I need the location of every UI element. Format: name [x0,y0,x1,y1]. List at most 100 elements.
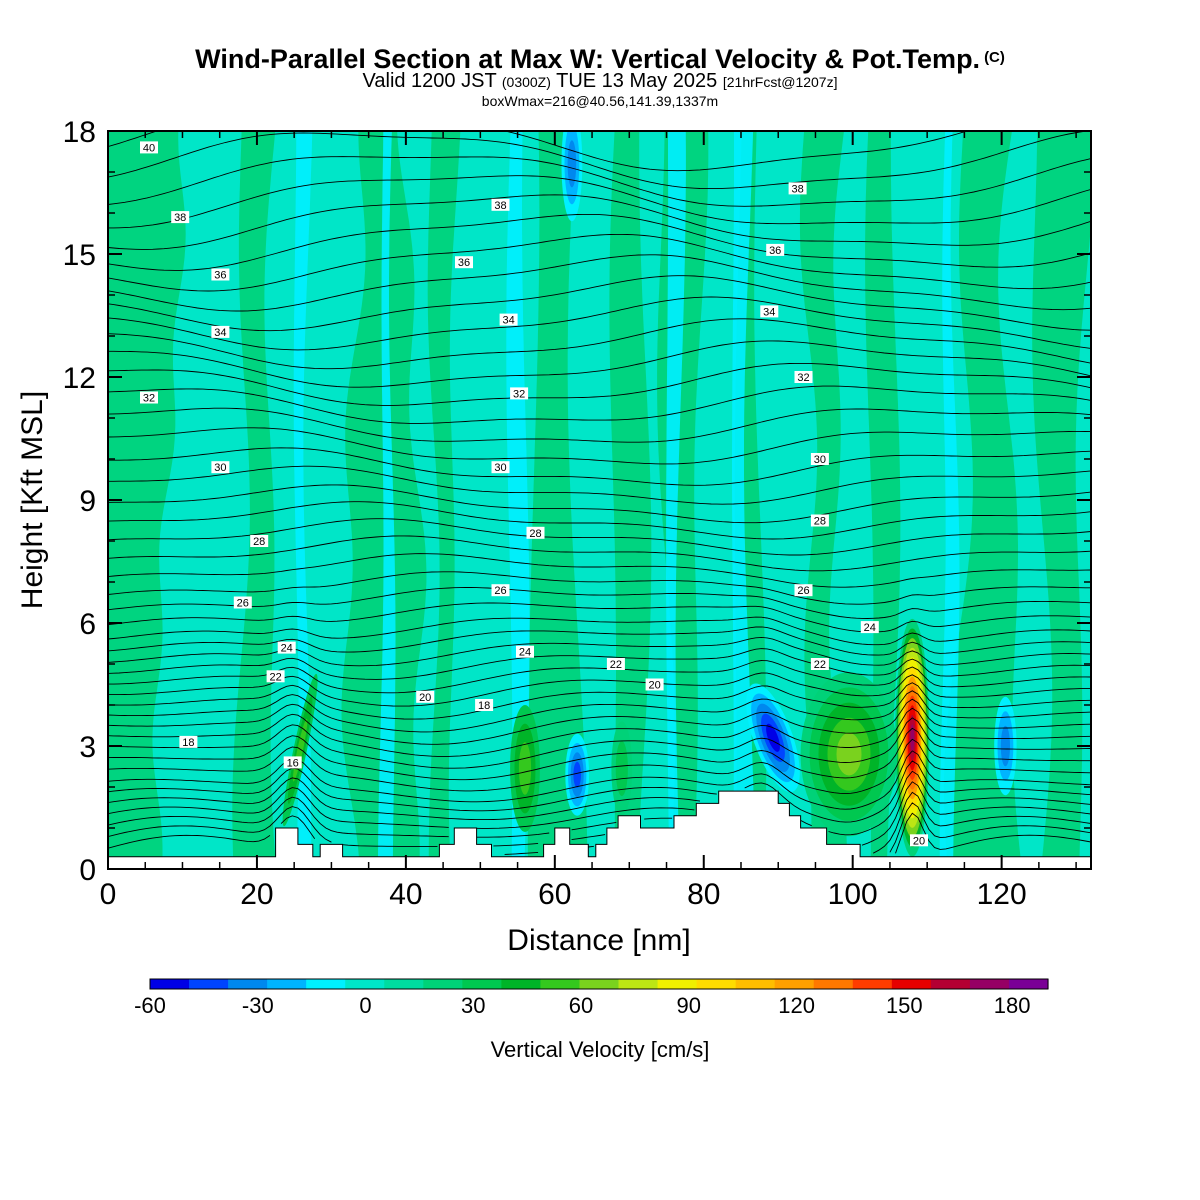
terrain [108,790,1091,869]
updraft-weak [518,742,532,795]
contour-label-box [491,198,510,211]
contour-label: 38 [174,212,186,224]
contour-label: 24 [519,647,531,659]
isentrope-line [108,362,1091,406]
contour-label-box [455,256,473,269]
isentrope-line [108,781,1091,846]
valid-time-line: Valid 1200 JST (0300Z) TUE 13 May 2025 [… [0,71,1200,92]
colorbar-tick-labels: -60 -30 0 30 60 90 120 150 180 [134,993,1030,1018]
isentrope-line [108,518,1091,556]
contour-label-box [910,834,928,847]
isentrope-line [108,750,1091,810]
isentrope-line [108,553,1091,588]
velocity-band [293,131,313,869]
contour-label: 38 [494,200,506,212]
chart-title-text: Wind-Parallel Section at Max W: Vertical… [195,44,981,74]
contour-label: 22 [814,659,826,671]
y-tick-label: 12 [63,362,96,395]
colorbar-tick-label: 120 [778,993,815,1018]
contour-label-box [179,735,198,748]
downdraft-core [573,761,581,788]
contour-label: 24 [864,622,876,634]
colorbar-tick-label: -30 [242,993,274,1018]
colorbar-segment [813,979,854,989]
contour-label: 18 [478,700,490,712]
isentrope-line [108,427,1091,465]
isentrope-line [108,484,1091,524]
contour-label: 36 [458,257,470,269]
y-tick-label: 9 [79,485,96,518]
contour-label: 30 [494,462,506,474]
contour-label: 30 [214,462,226,474]
potential-temperature-contours [108,131,1091,855]
contour-label: 26 [494,585,506,597]
contour-label: 26 [797,585,809,597]
colorbar-segment [852,979,893,989]
x-tick-label: 60 [538,878,571,911]
colorbar-tick-label: 150 [886,993,923,1018]
colorbar-segment [657,979,698,989]
contour-label-box [526,526,545,539]
contour-label-box [475,699,494,711]
contour-label-box [810,658,829,670]
contour-label-box [283,756,302,769]
chart-title: Wind-Parallel Section at Max W: Vertical… [0,44,1200,75]
colorbar-segment [267,979,307,989]
colorbar-segment [150,979,190,989]
contour-label: 20 [419,692,431,704]
contour-label-box [250,535,269,547]
contour-label-box [516,645,534,658]
velocity-band [943,131,1022,869]
isentrope-line [108,626,1091,656]
x-tick-label: 0 [100,878,117,911]
colorbar-segment [540,979,581,989]
isentrope-line [108,802,1091,853]
isentrope-line [108,760,1091,823]
contour-label: 20 [913,835,925,847]
colorbar-segment [579,979,620,989]
colorbar-tick-label: 60 [569,993,593,1018]
colorbar-segment [306,979,346,989]
valid-time-utc: (0300Z) [501,74,551,90]
isentrope-line [108,340,1091,388]
isentrope-line [108,738,1091,795]
isentrope-line [108,213,1091,271]
copyright-mark: (C) [984,49,1005,66]
colorbar-tick-label: 0 [359,993,371,1018]
isentrope-line [108,648,1091,680]
updraft-core [910,724,915,752]
isentrope-line [108,175,1091,229]
colorbar-tick-label: -60 [134,993,166,1018]
x-tick-label: 40 [389,878,422,911]
velocity-bands [108,131,1091,869]
contour-label-box [277,641,296,654]
velocity-band [527,131,588,869]
y-axis-label: Height [Kft MSL] [16,391,49,609]
isentrope-line [108,275,1091,332]
y-tick-label: 3 [79,731,96,764]
updraft-weak [615,741,628,796]
isentrope-line [108,682,1091,720]
colorbar-segment [774,979,815,989]
contour-label: 16 [287,757,299,769]
downdraft-core [766,723,780,752]
updraft-zone [836,732,862,776]
plot-area: 40 38 38 38 36 36 36 34 34 34 32 32 32 30 30 30 28 28 28 26… [108,131,1091,869]
contour-label: 34 [214,327,226,339]
contour-label: 34 [502,315,514,327]
forecast-info: [21hrFcst@1207z] [722,74,838,90]
isentrope-line [108,672,1091,707]
colorbar-segment [735,979,776,989]
downdraft-upper [567,140,577,188]
contour-label-box [491,461,510,474]
colorbar-segment [501,979,542,989]
x-tick-label: 20 [240,878,273,911]
contour-label-box [794,584,813,597]
y-tick-label: 6 [79,608,96,641]
isentrope-line [108,636,1091,667]
isentrope-line [108,587,1091,619]
colorbar-segment [345,979,385,989]
contour-label-box [788,182,807,195]
